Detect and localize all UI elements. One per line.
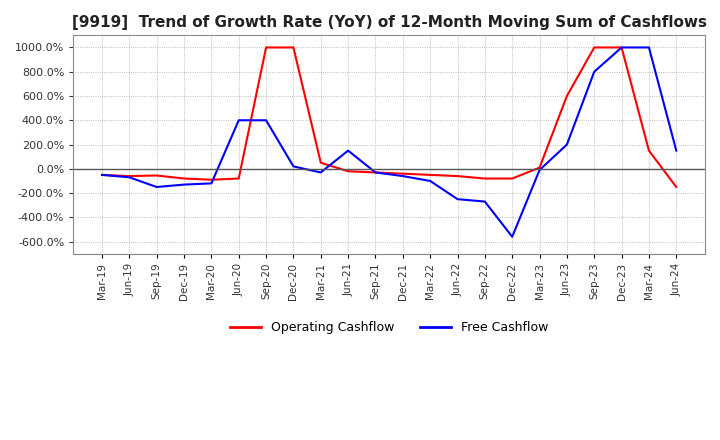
Free Cashflow [235, 117, 243, 123]
Free Cashflow [672, 148, 680, 153]
Free Cashflow [371, 170, 379, 175]
Free Cashflow [453, 197, 462, 202]
Operating Cashflow [617, 45, 626, 50]
Operating Cashflow [644, 148, 653, 153]
Free Cashflow [180, 182, 189, 187]
Free Cashflow [343, 148, 352, 153]
Free Cashflow [508, 234, 516, 239]
Operating Cashflow [98, 172, 107, 177]
Operating Cashflow [207, 177, 216, 182]
Operating Cashflow [262, 45, 271, 50]
Operating Cashflow [453, 173, 462, 179]
Operating Cashflow [508, 176, 516, 181]
Free Cashflow [617, 45, 626, 50]
Operating Cashflow [343, 169, 352, 174]
Free Cashflow [262, 117, 271, 123]
Operating Cashflow [426, 172, 434, 177]
Operating Cashflow [562, 93, 571, 99]
Operating Cashflow [535, 165, 544, 170]
Legend: Operating Cashflow, Free Cashflow: Operating Cashflow, Free Cashflow [225, 316, 553, 339]
Operating Cashflow [125, 173, 134, 179]
Operating Cashflow [235, 176, 243, 181]
Free Cashflow [398, 173, 407, 179]
Free Cashflow [535, 167, 544, 172]
Operating Cashflow [180, 176, 189, 181]
Free Cashflow [289, 164, 298, 169]
Operating Cashflow [289, 45, 298, 50]
Free Cashflow [480, 199, 489, 204]
Free Cashflow [562, 142, 571, 147]
Operating Cashflow [672, 184, 680, 190]
Line: Free Cashflow: Free Cashflow [102, 48, 676, 237]
Free Cashflow [644, 45, 653, 50]
Free Cashflow [153, 184, 161, 190]
Free Cashflow [98, 172, 107, 177]
Free Cashflow [426, 178, 434, 183]
Free Cashflow [125, 175, 134, 180]
Operating Cashflow [480, 176, 489, 181]
Operating Cashflow [398, 171, 407, 176]
Operating Cashflow [371, 170, 379, 175]
Operating Cashflow [317, 160, 325, 165]
Operating Cashflow [590, 45, 598, 50]
Line: Operating Cashflow: Operating Cashflow [102, 48, 676, 187]
Free Cashflow [590, 69, 598, 74]
Operating Cashflow [153, 173, 161, 178]
Title: [9919]  Trend of Growth Rate (YoY) of 12-Month Moving Sum of Cashflows: [9919] Trend of Growth Rate (YoY) of 12-… [71, 15, 706, 30]
Free Cashflow [207, 181, 216, 186]
Free Cashflow [317, 170, 325, 175]
